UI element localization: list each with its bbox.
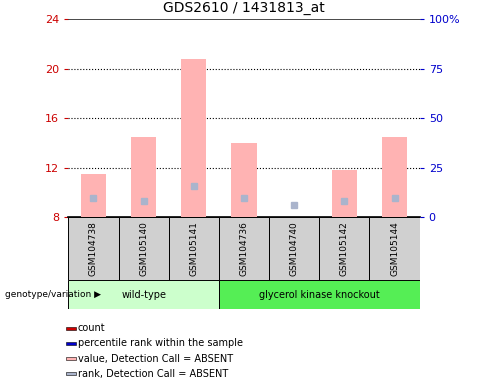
Bar bbox=[219, 217, 269, 280]
Text: GSM104736: GSM104736 bbox=[240, 221, 248, 276]
Bar bbox=[269, 217, 319, 280]
Text: count: count bbox=[78, 323, 105, 333]
Title: GDS2610 / 1431813_at: GDS2610 / 1431813_at bbox=[163, 2, 325, 15]
Text: wild-type: wild-type bbox=[121, 290, 166, 300]
Bar bbox=[169, 217, 219, 280]
Bar bbox=[66, 327, 76, 329]
Bar bbox=[119, 217, 169, 280]
Text: GSM105142: GSM105142 bbox=[340, 221, 349, 276]
Bar bbox=[131, 137, 156, 217]
Bar bbox=[81, 174, 106, 217]
Bar bbox=[369, 217, 420, 280]
Text: genotype/variation ▶: genotype/variation ▶ bbox=[5, 290, 101, 299]
Text: GSM104740: GSM104740 bbox=[290, 221, 299, 276]
Text: percentile rank within the sample: percentile rank within the sample bbox=[78, 338, 243, 348]
Bar bbox=[319, 217, 369, 280]
Text: GSM105144: GSM105144 bbox=[390, 221, 399, 276]
Bar bbox=[68, 280, 219, 309]
Bar bbox=[181, 59, 206, 217]
Bar bbox=[219, 280, 420, 309]
Text: glycerol kinase knockout: glycerol kinase knockout bbox=[259, 290, 380, 300]
Bar bbox=[66, 342, 76, 345]
Bar bbox=[66, 372, 76, 375]
Bar bbox=[66, 357, 76, 360]
Text: GSM104738: GSM104738 bbox=[89, 221, 98, 276]
Bar bbox=[231, 143, 257, 217]
Bar bbox=[68, 217, 119, 280]
Text: value, Detection Call = ABSENT: value, Detection Call = ABSENT bbox=[78, 354, 233, 364]
Bar bbox=[382, 137, 407, 217]
Bar bbox=[332, 170, 357, 217]
Text: GSM105141: GSM105141 bbox=[189, 221, 198, 276]
Text: rank, Detection Call = ABSENT: rank, Detection Call = ABSENT bbox=[78, 369, 228, 379]
Text: GSM105140: GSM105140 bbox=[139, 221, 148, 276]
